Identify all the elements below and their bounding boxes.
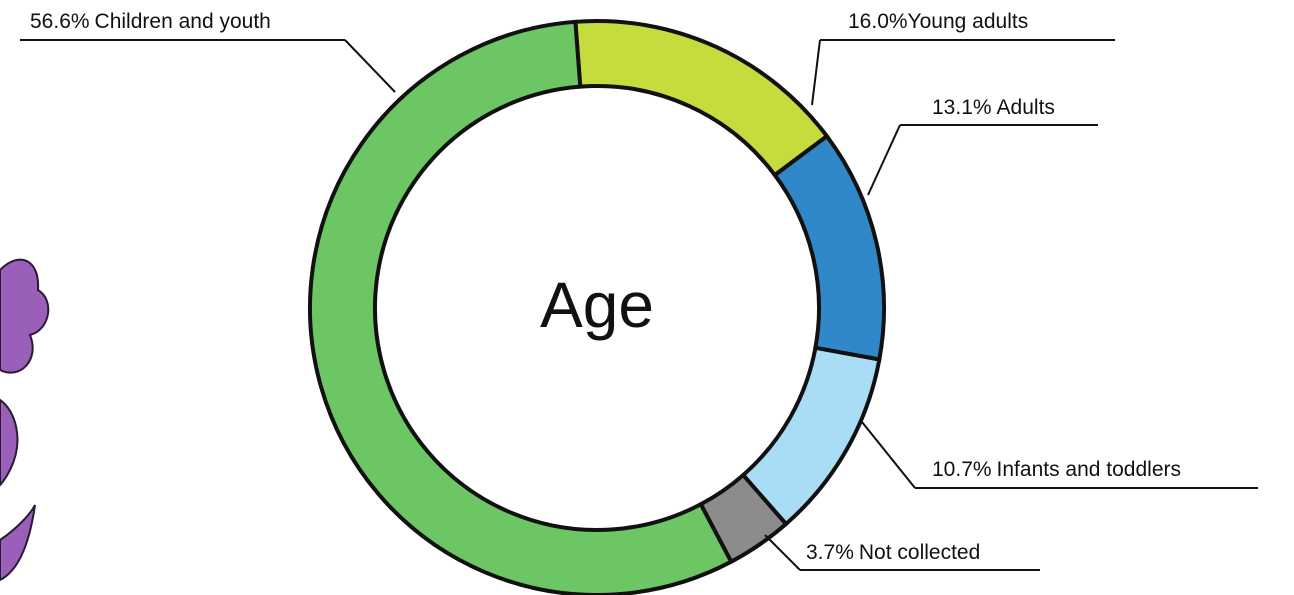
leader-line [345, 40, 395, 92]
category-label: Children and youth [95, 10, 271, 33]
value-label: 3.7% [806, 541, 854, 564]
slice-label: 56.6%Children and youth [30, 10, 271, 33]
value-label: 13.1% [932, 96, 992, 119]
category-label: Adults [997, 96, 1055, 119]
slice-label: 3.7%Not collected [806, 541, 980, 564]
leader-line [862, 422, 915, 488]
donut-slice [310, 22, 731, 595]
slice-label: 13.1%Adults [932, 96, 1055, 119]
leader-line [765, 535, 800, 570]
flower-decoration [0, 260, 48, 580]
leader-line [868, 125, 900, 195]
donut-slice [775, 136, 884, 359]
center-title: Age [540, 269, 654, 341]
category-label: Not collected [859, 541, 980, 564]
value-label: 16.0% [848, 10, 908, 33]
donut-slice [575, 21, 826, 175]
category-label: Young adults [908, 10, 1029, 33]
value-label: 56.6% [30, 10, 90, 33]
leader-line [812, 40, 820, 105]
value-label: 10.7% [932, 458, 992, 481]
slice-label: 10.7%Infants and toddlers [932, 458, 1181, 481]
slice-label: 16.0%Young adults [848, 10, 1028, 33]
chart: Age 16.0%Young adults 13.1%Adults 10.7%Infa… [0, 0, 1294, 595]
category-label: Infants and toddlers [997, 458, 1181, 481]
